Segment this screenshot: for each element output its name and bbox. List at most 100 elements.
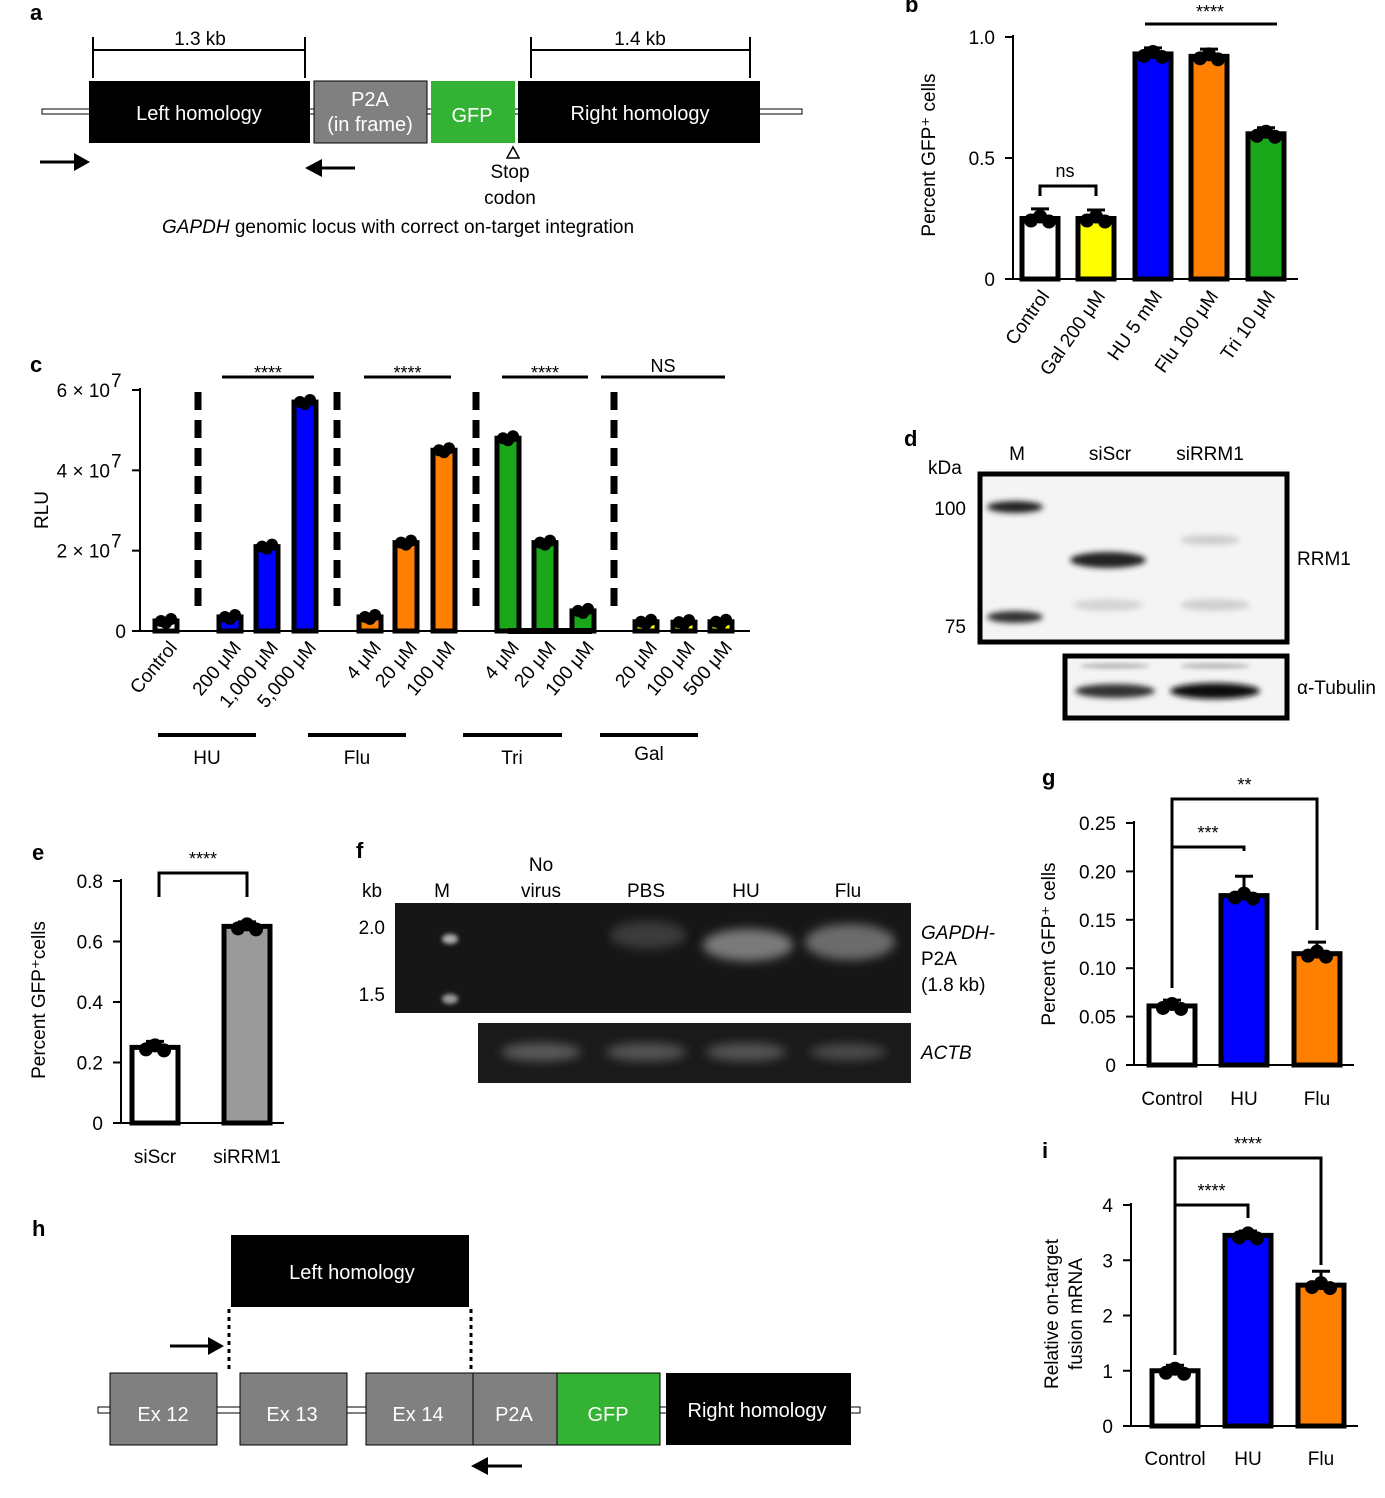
panel-e-label: e (32, 840, 44, 865)
y-tick-label: 0.05 (1079, 1008, 1116, 1029)
y-tick-label: 0.8 (77, 872, 103, 893)
gfp-box (431, 81, 515, 143)
significance-label: **** (1196, 2, 1224, 22)
y-tick-label: 0.2 (77, 1054, 103, 1075)
g-flu-bracket (1170, 797, 1319, 988)
bar-tri-10-m (1245, 131, 1287, 282)
bar-dot (299, 398, 311, 411)
bar-dot (400, 538, 412, 551)
ex14-label: Ex 14 (392, 1404, 443, 1426)
chart-g: g 0 0.05 0.10 0.15 0.20 0.25 Percent GFP⁺ cells… (1039, 765, 1354, 1110)
y-tick-label: 0.6 (77, 933, 103, 954)
x-tick-label: Control (1002, 287, 1054, 349)
h-right-homology-box (666, 1373, 851, 1445)
h-forward-primer-arrow (170, 1337, 224, 1355)
y-tick-label: 4 (1102, 1196, 1113, 1217)
chart-i: i 0 1 2 3 4 Relative on-target fusion mRNA Contr… (1042, 1134, 1358, 1470)
reverse-primer-arrow (305, 159, 355, 177)
stop-codon-marker (505, 145, 521, 159)
y-axis-label-line-1: Relative on-target (1042, 1238, 1063, 1389)
panel-h: h Left homology Ex 12 Ex 13 Ex 14 P2A GF… (32, 1216, 861, 1475)
bar-2 (253, 544, 281, 634)
mw-75-label: 75 (945, 617, 966, 638)
y-tick-exponent: 7 (111, 532, 122, 553)
panel-f: f kb M No virus PBS HU Flu 2.0 1.5 GAPDH… (356, 838, 995, 1083)
bar-dot (364, 612, 376, 625)
actb-band-hu (706, 1043, 786, 1061)
gel-lane-hu: HU (732, 881, 759, 902)
bar-1-dot (1246, 891, 1260, 906)
c-significance-label: **** (531, 363, 559, 383)
h-p2a-label: P2A (495, 1404, 533, 1426)
tubulin-faint-band-1 (1080, 663, 1150, 669)
bar-1-dot (1098, 214, 1112, 229)
bar-gal-200-m (1075, 216, 1117, 282)
bg-band-sirrm1 (1180, 599, 1250, 611)
p2a-label: P2A (351, 89, 389, 111)
bar-dot (160, 616, 172, 629)
y-tick-label: 1.0 (969, 28, 995, 49)
bar-sirrm1 (221, 923, 273, 1126)
bar-1-dot (1250, 1231, 1264, 1246)
h-left-homology-box (231, 1235, 469, 1307)
bar-8 (531, 540, 559, 634)
gel-mw-2-label: 2.0 (359, 918, 385, 939)
bar-2-dot (1319, 949, 1333, 964)
marker-band-100 (987, 501, 1043, 513)
i-flu-bracket-label: **** (1234, 1134, 1262, 1154)
bar-control (1019, 216, 1061, 282)
right-homology-label: Right homology (571, 103, 710, 125)
tubulin-band-siscr (1075, 684, 1155, 698)
y-axis-label: Percent GFP⁺cells (29, 921, 50, 1079)
rrm1-label: RRM1 (1297, 549, 1351, 570)
y-axis-label: Percent GFP⁺ cells (919, 73, 940, 236)
ex12-label: Ex 12 (137, 1404, 188, 1426)
y-axis-label-line-2: fusion mRNA (1066, 1258, 1087, 1370)
gel-marker-2kb (442, 934, 458, 944)
bar-2-dot (1155, 49, 1169, 64)
y-tick-label: 0 (115, 622, 126, 643)
bar-flu (1291, 951, 1343, 1068)
y-tick-label: 2 × 10 (57, 542, 110, 563)
h-gfp-box (556, 1372, 661, 1446)
y-axis-label: RLU (32, 491, 53, 529)
ex12-box (109, 1372, 218, 1446)
bar-0-dot (1042, 214, 1056, 229)
bar-control (1146, 1003, 1198, 1068)
bar-dot (261, 542, 273, 555)
g-flu-bracket-label: ** (1237, 775, 1251, 795)
g-hu-bracket-label: *** (1197, 823, 1218, 843)
panel-a: a 1.3 kb 1.4 kb Left homology P2A (in fr… (30, 0, 803, 238)
group-label: HU (193, 748, 220, 769)
p2a-inframe-label: (in frame) (327, 114, 413, 136)
bar-flu-100-m (1188, 53, 1230, 282)
locus-caption: GAPDH genomic locus with correct on-targ… (162, 217, 634, 238)
x-tick-label: siScr (134, 1147, 177, 1168)
bar-0-dot (1177, 1366, 1191, 1381)
tubulin-band-sirrm1 (1170, 683, 1260, 699)
h-p2a-box (472, 1372, 558, 1446)
h-reverse-primer-arrow (471, 1457, 522, 1475)
y-axis-label: Percent GFP⁺ cells (1039, 862, 1060, 1025)
x-tick-label: siRRM1 (213, 1147, 281, 1168)
bar-control (1149, 1368, 1201, 1429)
bar-dot (438, 446, 450, 459)
gel-band-pbs (610, 921, 686, 949)
y-tick-label: 1 (1102, 1362, 1113, 1383)
tubulin-label: α-Tubulin (1297, 678, 1376, 699)
gel-lane-flu: Flu (835, 881, 861, 902)
actb-band-pbs (606, 1043, 686, 1061)
bar-dot (640, 617, 652, 630)
forward-primer-arrow (40, 153, 90, 171)
kda-label: kDa (928, 458, 962, 479)
x-tick-label: Flu (1304, 1089, 1330, 1110)
gfp-label: GFP (451, 105, 492, 127)
y-tick-label: 0.5 (969, 149, 995, 170)
bar-siscr (129, 1044, 181, 1126)
actb-band-novirus (501, 1043, 581, 1061)
x-tick-label: Control (1141, 1089, 1202, 1110)
y-tick-label: 0.4 (77, 993, 104, 1014)
x-tick-label: HU (1234, 1449, 1261, 1470)
panel-a-label: a (30, 0, 43, 25)
